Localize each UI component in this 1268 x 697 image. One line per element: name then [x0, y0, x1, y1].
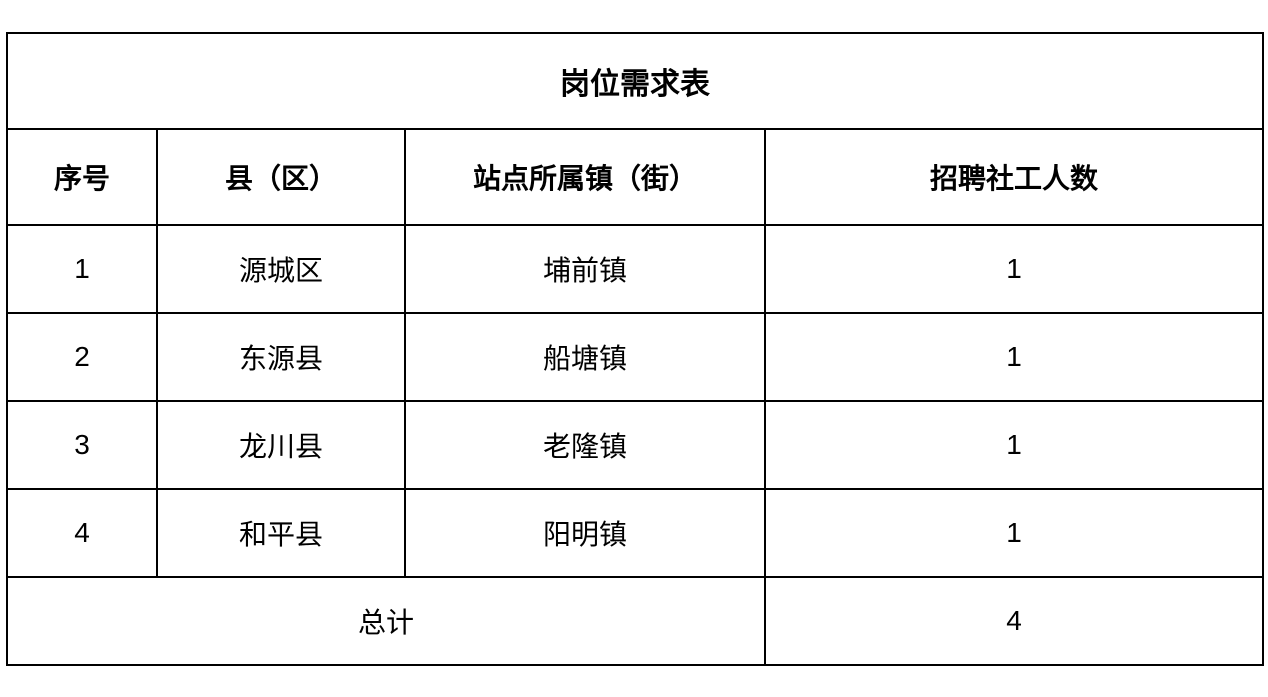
- table-title: 岗位需求表: [7, 33, 1263, 129]
- cell-town: 阳明镇: [405, 489, 765, 577]
- table-row: 4 和平县 阳明镇 1: [7, 489, 1263, 577]
- total-row: 总计 4: [7, 577, 1263, 665]
- header-town: 站点所属镇（街）: [405, 129, 765, 225]
- header-seq: 序号: [7, 129, 157, 225]
- cell-county: 东源县: [157, 313, 405, 401]
- table-container: 岗位需求表 序号 县（区） 站点所属镇（街） 招聘社工人数 1 源城区 埔前镇 …: [6, 32, 1262, 666]
- cell-town: 埔前镇: [405, 225, 765, 313]
- cell-county: 源城区: [157, 225, 405, 313]
- cell-count: 1: [765, 489, 1263, 577]
- cell-county: 龙川县: [157, 401, 405, 489]
- cell-town: 船塘镇: [405, 313, 765, 401]
- table-row: 1 源城区 埔前镇 1: [7, 225, 1263, 313]
- cell-county: 和平县: [157, 489, 405, 577]
- cell-count: 1: [765, 313, 1263, 401]
- header-row: 序号 县（区） 站点所属镇（街） 招聘社工人数: [7, 129, 1263, 225]
- cell-seq: 3: [7, 401, 157, 489]
- table-row: 2 东源县 船塘镇 1: [7, 313, 1263, 401]
- requirements-table: 岗位需求表 序号 县（区） 站点所属镇（街） 招聘社工人数 1 源城区 埔前镇 …: [6, 32, 1264, 666]
- title-row: 岗位需求表: [7, 33, 1263, 129]
- cell-count: 1: [765, 401, 1263, 489]
- table-row: 3 龙川县 老隆镇 1: [7, 401, 1263, 489]
- total-value: 4: [765, 577, 1263, 665]
- cell-seq: 1: [7, 225, 157, 313]
- total-label: 总计: [7, 577, 765, 665]
- header-county: 县（区）: [157, 129, 405, 225]
- cell-count: 1: [765, 225, 1263, 313]
- cell-seq: 2: [7, 313, 157, 401]
- cell-seq: 4: [7, 489, 157, 577]
- cell-town: 老隆镇: [405, 401, 765, 489]
- header-count: 招聘社工人数: [765, 129, 1263, 225]
